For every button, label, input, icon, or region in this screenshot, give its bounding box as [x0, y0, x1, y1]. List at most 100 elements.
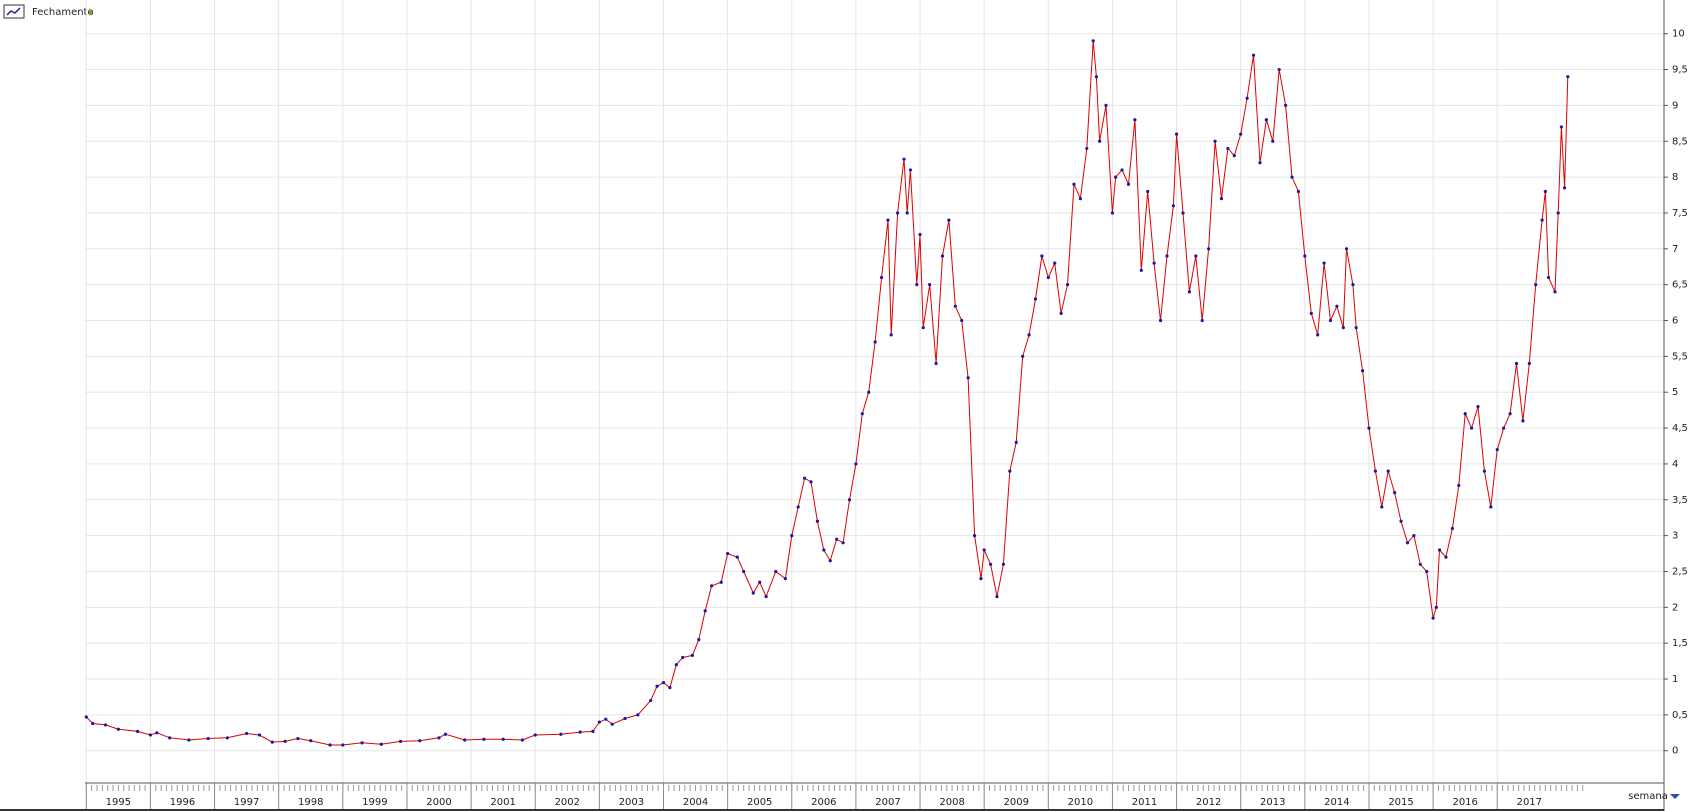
x-unit-label[interactable]: semana — [1628, 791, 1668, 802]
data-point — [379, 742, 383, 746]
data-point — [1232, 153, 1236, 158]
data-point — [1021, 354, 1025, 358]
data-point — [1040, 254, 1044, 258]
data-point — [1556, 211, 1560, 215]
data-point — [328, 743, 332, 747]
data-point — [1091, 39, 1095, 43]
x-tick-label: 2016 — [1452, 797, 1477, 808]
x-tick-label: 2014 — [1324, 797, 1349, 808]
y-tick-label: 4,5 — [1672, 423, 1688, 434]
data-point — [841, 541, 845, 545]
legend-arrow[interactable] — [89, 8, 93, 16]
data-point — [1527, 361, 1531, 366]
data-point — [1380, 505, 1384, 509]
x-unit-dropdown[interactable] — [1670, 794, 1680, 799]
y-tick-label: 8,5 — [1672, 136, 1688, 147]
data-point — [623, 716, 627, 721]
data-point — [1341, 326, 1345, 330]
x-tick-label: 2002 — [555, 797, 580, 808]
data-point — [309, 739, 313, 743]
x-tick-label: 1999 — [362, 797, 387, 808]
data-point — [1434, 605, 1438, 609]
data-point — [681, 655, 685, 660]
y-tick-label: 8 — [1672, 172, 1678, 183]
data-point — [879, 275, 884, 280]
data-point — [822, 548, 826, 552]
legend[interactable]: Fechamento — [3, 4, 94, 19]
data-point — [1418, 562, 1422, 566]
data-point — [1187, 290, 1192, 294]
data-point — [1405, 541, 1410, 545]
data-point — [225, 736, 229, 740]
data-point — [1001, 562, 1006, 566]
data-point — [591, 729, 595, 733]
data-point — [1245, 96, 1249, 100]
data-point — [520, 738, 524, 742]
legend-icon — [3, 4, 25, 19]
y-tick-label: 9,5 — [1672, 65, 1688, 76]
x-tick-label: 2004 — [683, 797, 708, 808]
data-point — [1344, 247, 1349, 251]
x-tick-label: 2012 — [1196, 797, 1221, 808]
data-point — [341, 743, 345, 747]
data-point — [418, 739, 422, 743]
data-point — [1328, 318, 1333, 323]
data-point — [668, 686, 672, 690]
y-tick-label: 3 — [1672, 531, 1678, 542]
data-point — [1152, 261, 1156, 265]
data-point — [854, 462, 858, 466]
y-tick-label: 1 — [1672, 674, 1678, 685]
data-point — [1354, 326, 1358, 330]
data-point — [915, 283, 919, 287]
data-point — [533, 733, 537, 737]
data-point — [774, 569, 778, 574]
data-point — [1495, 447, 1499, 452]
y-tick-label: 6,5 — [1672, 280, 1688, 291]
data-point — [1114, 175, 1118, 179]
data-point — [1322, 261, 1326, 265]
data-point — [1463, 412, 1467, 416]
data-point — [982, 548, 986, 552]
data-point — [1104, 103, 1108, 108]
data-point — [796, 505, 800, 509]
data-point — [148, 733, 153, 737]
data-point — [206, 736, 210, 741]
data-point — [1059, 311, 1063, 315]
data-point — [703, 609, 707, 613]
data-point — [835, 537, 839, 541]
data-point — [578, 730, 582, 734]
data-point — [103, 723, 108, 727]
data-point — [655, 684, 659, 688]
x-tick-label: 2001 — [490, 797, 515, 808]
data-point — [1027, 333, 1031, 337]
y-tick-label: 0 — [1672, 746, 1678, 757]
y-tick-label: 2 — [1672, 602, 1678, 613]
data-point — [1207, 247, 1211, 251]
data-point — [1158, 318, 1163, 323]
x-tick-label: 2006 — [811, 797, 836, 808]
data-point — [1546, 275, 1551, 280]
y-tick-label: 7 — [1672, 244, 1678, 255]
data-point — [1126, 182, 1131, 186]
data-point — [928, 283, 932, 287]
data-point — [155, 731, 159, 735]
data-point — [168, 736, 172, 740]
data-point — [1335, 304, 1339, 308]
data-point — [1200, 318, 1204, 323]
data-point — [1508, 412, 1512, 416]
data-point — [918, 232, 922, 237]
data-point — [1393, 491, 1397, 495]
data-point — [1290, 175, 1294, 179]
data-point — [1139, 268, 1143, 272]
y-tick-label: 2,5 — [1672, 566, 1688, 577]
data-point — [940, 254, 945, 258]
y-tick-label: 3,5 — [1672, 495, 1688, 506]
data-point — [1094, 75, 1099, 79]
data-point — [1399, 519, 1403, 523]
data-point — [296, 736, 300, 741]
data-point — [921, 326, 925, 330]
data-point — [1431, 616, 1435, 620]
data-point — [1425, 569, 1429, 574]
data-point — [270, 740, 274, 744]
